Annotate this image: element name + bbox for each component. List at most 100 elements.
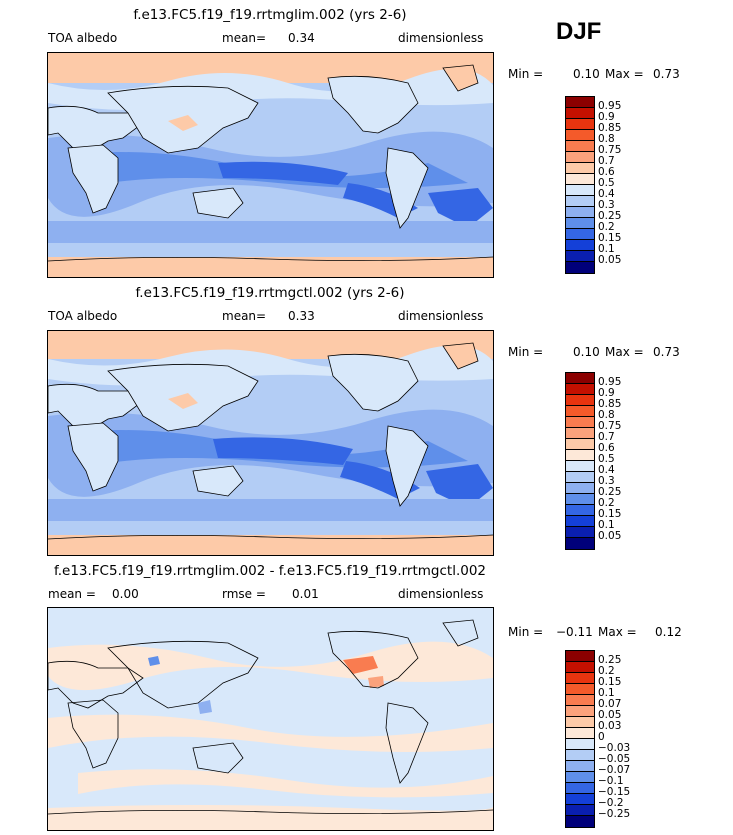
colorbar-segment (566, 816, 594, 827)
colorbar-tick-label: 0.25 (598, 486, 622, 498)
colorbar-segment (566, 516, 594, 527)
colorbar-segment (566, 384, 594, 395)
colorbar-tick-label: 0.75 (598, 144, 622, 156)
colorbar-segment (566, 108, 594, 119)
australia-outline (192, 742, 244, 774)
diff-hotspot-america (343, 656, 378, 674)
colorbar-tick-label: 0.85 (598, 398, 622, 410)
colorbar-segment (566, 185, 594, 196)
southern-storm-band (48, 521, 493, 535)
colorbar-tick-label: 0.15 (598, 676, 622, 688)
africa-outline (67, 144, 119, 214)
colorbar-segment (566, 717, 594, 728)
colorbar-tick-label: 0.9 (598, 387, 615, 399)
antarctic-band (48, 257, 493, 277)
colorbar-tick-label: 0.2 (598, 221, 615, 233)
colorbar-segment (566, 373, 594, 384)
southern-ocean-band (48, 499, 493, 521)
colorbar-tick-label: −0.05 (598, 753, 631, 765)
colorbar-segment (566, 538, 594, 549)
panel-1-colorbar (565, 96, 595, 274)
diff-positive-band-2 (48, 714, 493, 752)
deep-ocean-3 (428, 188, 493, 228)
colorbar-tick-label: 0.95 (598, 376, 622, 388)
greenland-outline (442, 64, 479, 92)
panel-1-variable-label: TOA albedo (48, 31, 118, 45)
deep-ocean-1 (218, 161, 348, 185)
panel-2-colorbar (565, 372, 595, 550)
panel-3-rmse-label: rmse = (222, 587, 266, 601)
colorbar-tick-label: 0.5 (598, 177, 615, 189)
colorbar-segment (566, 207, 594, 218)
colorbar-tick-label: 0.1 (598, 687, 615, 699)
panel-1-map (47, 52, 494, 278)
subtropical-dark (88, 152, 468, 188)
australia-outline (192, 187, 244, 219)
south-america-outline (385, 702, 429, 784)
north-america-outline (327, 75, 419, 134)
africa-outline (67, 422, 119, 492)
panel-3-min-value: −0.11 (556, 625, 593, 639)
colorbar-tick-label: 0.25 (598, 210, 622, 222)
colorbar-tick-label: 0.8 (598, 409, 615, 421)
colorbar-segment (566, 417, 594, 428)
colorbar-segment (566, 794, 594, 805)
colorbar-tick-label: −0.1 (598, 775, 624, 787)
panel-3-mean-value: 0.00 (112, 587, 139, 601)
colorbar-segment (566, 174, 594, 185)
colorbar-tick-label: −0.07 (598, 764, 631, 776)
colorbar-segment (566, 673, 594, 684)
colorbar-segment (566, 472, 594, 483)
colorbar-segment (566, 163, 594, 174)
panel-3-min-label: Min = (508, 625, 544, 639)
panel-1-map-svg (48, 53, 493, 277)
colorbar-segment (566, 494, 594, 505)
panel-1-title: f.e13.FC5.f19_f19.rrtmglim.002 (yrs 2-6) (133, 7, 407, 23)
panel-3-mean-label: mean = (48, 587, 96, 601)
greenland-outline (442, 619, 479, 647)
asia-outline (107, 640, 259, 709)
panel-2-map-svg (48, 331, 493, 555)
colorbar-tick-label: 0.1 (598, 519, 615, 531)
panel-2-min-label: Min = (508, 345, 544, 359)
south-america-outline (385, 147, 429, 229)
colorbar-segment (566, 450, 594, 461)
colorbar-segment (566, 428, 594, 439)
australia-outline (192, 465, 244, 497)
antarctica-coast (48, 256, 493, 262)
colorbar-tick-label: −0.25 (598, 808, 631, 820)
colorbar-tick-label: 0.05 (598, 530, 622, 542)
colorbar-segment (566, 750, 594, 761)
panel-1-max-label: Max = (605, 67, 644, 81)
colorbar-segment (566, 739, 594, 750)
panel-3-max-label: Max = (598, 625, 637, 639)
panel-3-map (47, 607, 494, 831)
season-label: DJF (556, 18, 602, 45)
colorbar-tick-label: 0.15 (598, 232, 622, 244)
southern-storm-band (48, 243, 493, 257)
panel-2-mean-label: mean= (222, 309, 267, 323)
colorbar-segment (566, 728, 594, 739)
colorbar-tick-label: −0.15 (598, 786, 631, 798)
colorbar-segment (566, 395, 594, 406)
panel-1-units: dimensionless (398, 31, 484, 45)
colorbar-segment (566, 783, 594, 794)
colorbar-tick-label: 0.85 (598, 122, 622, 134)
colorbar-segment (566, 483, 594, 494)
panel-1-max-value: 0.73 (653, 67, 680, 81)
north-america-outline (327, 353, 419, 412)
diff-cold-spot-asia (148, 656, 160, 666)
panel-2-max-value: 0.73 (653, 345, 680, 359)
colorbar-tick-label: 0 (598, 731, 605, 743)
panel-2-mean-value: 0.33 (288, 309, 315, 323)
colorbar-tick-label: 0.8 (598, 133, 615, 145)
colorbar-tick-label: 0.03 (598, 720, 622, 732)
colorbar-tick-label: −0.2 (598, 797, 624, 809)
colorbar-segment (566, 695, 594, 706)
antarctic-band (48, 535, 493, 555)
panel-2-max-label: Max = (605, 345, 644, 359)
colorbar-segment (566, 684, 594, 695)
colorbar-segment (566, 805, 594, 816)
colorbar-tick-label: 0.4 (598, 188, 615, 200)
colorbar-tick-label: 0.75 (598, 420, 622, 432)
